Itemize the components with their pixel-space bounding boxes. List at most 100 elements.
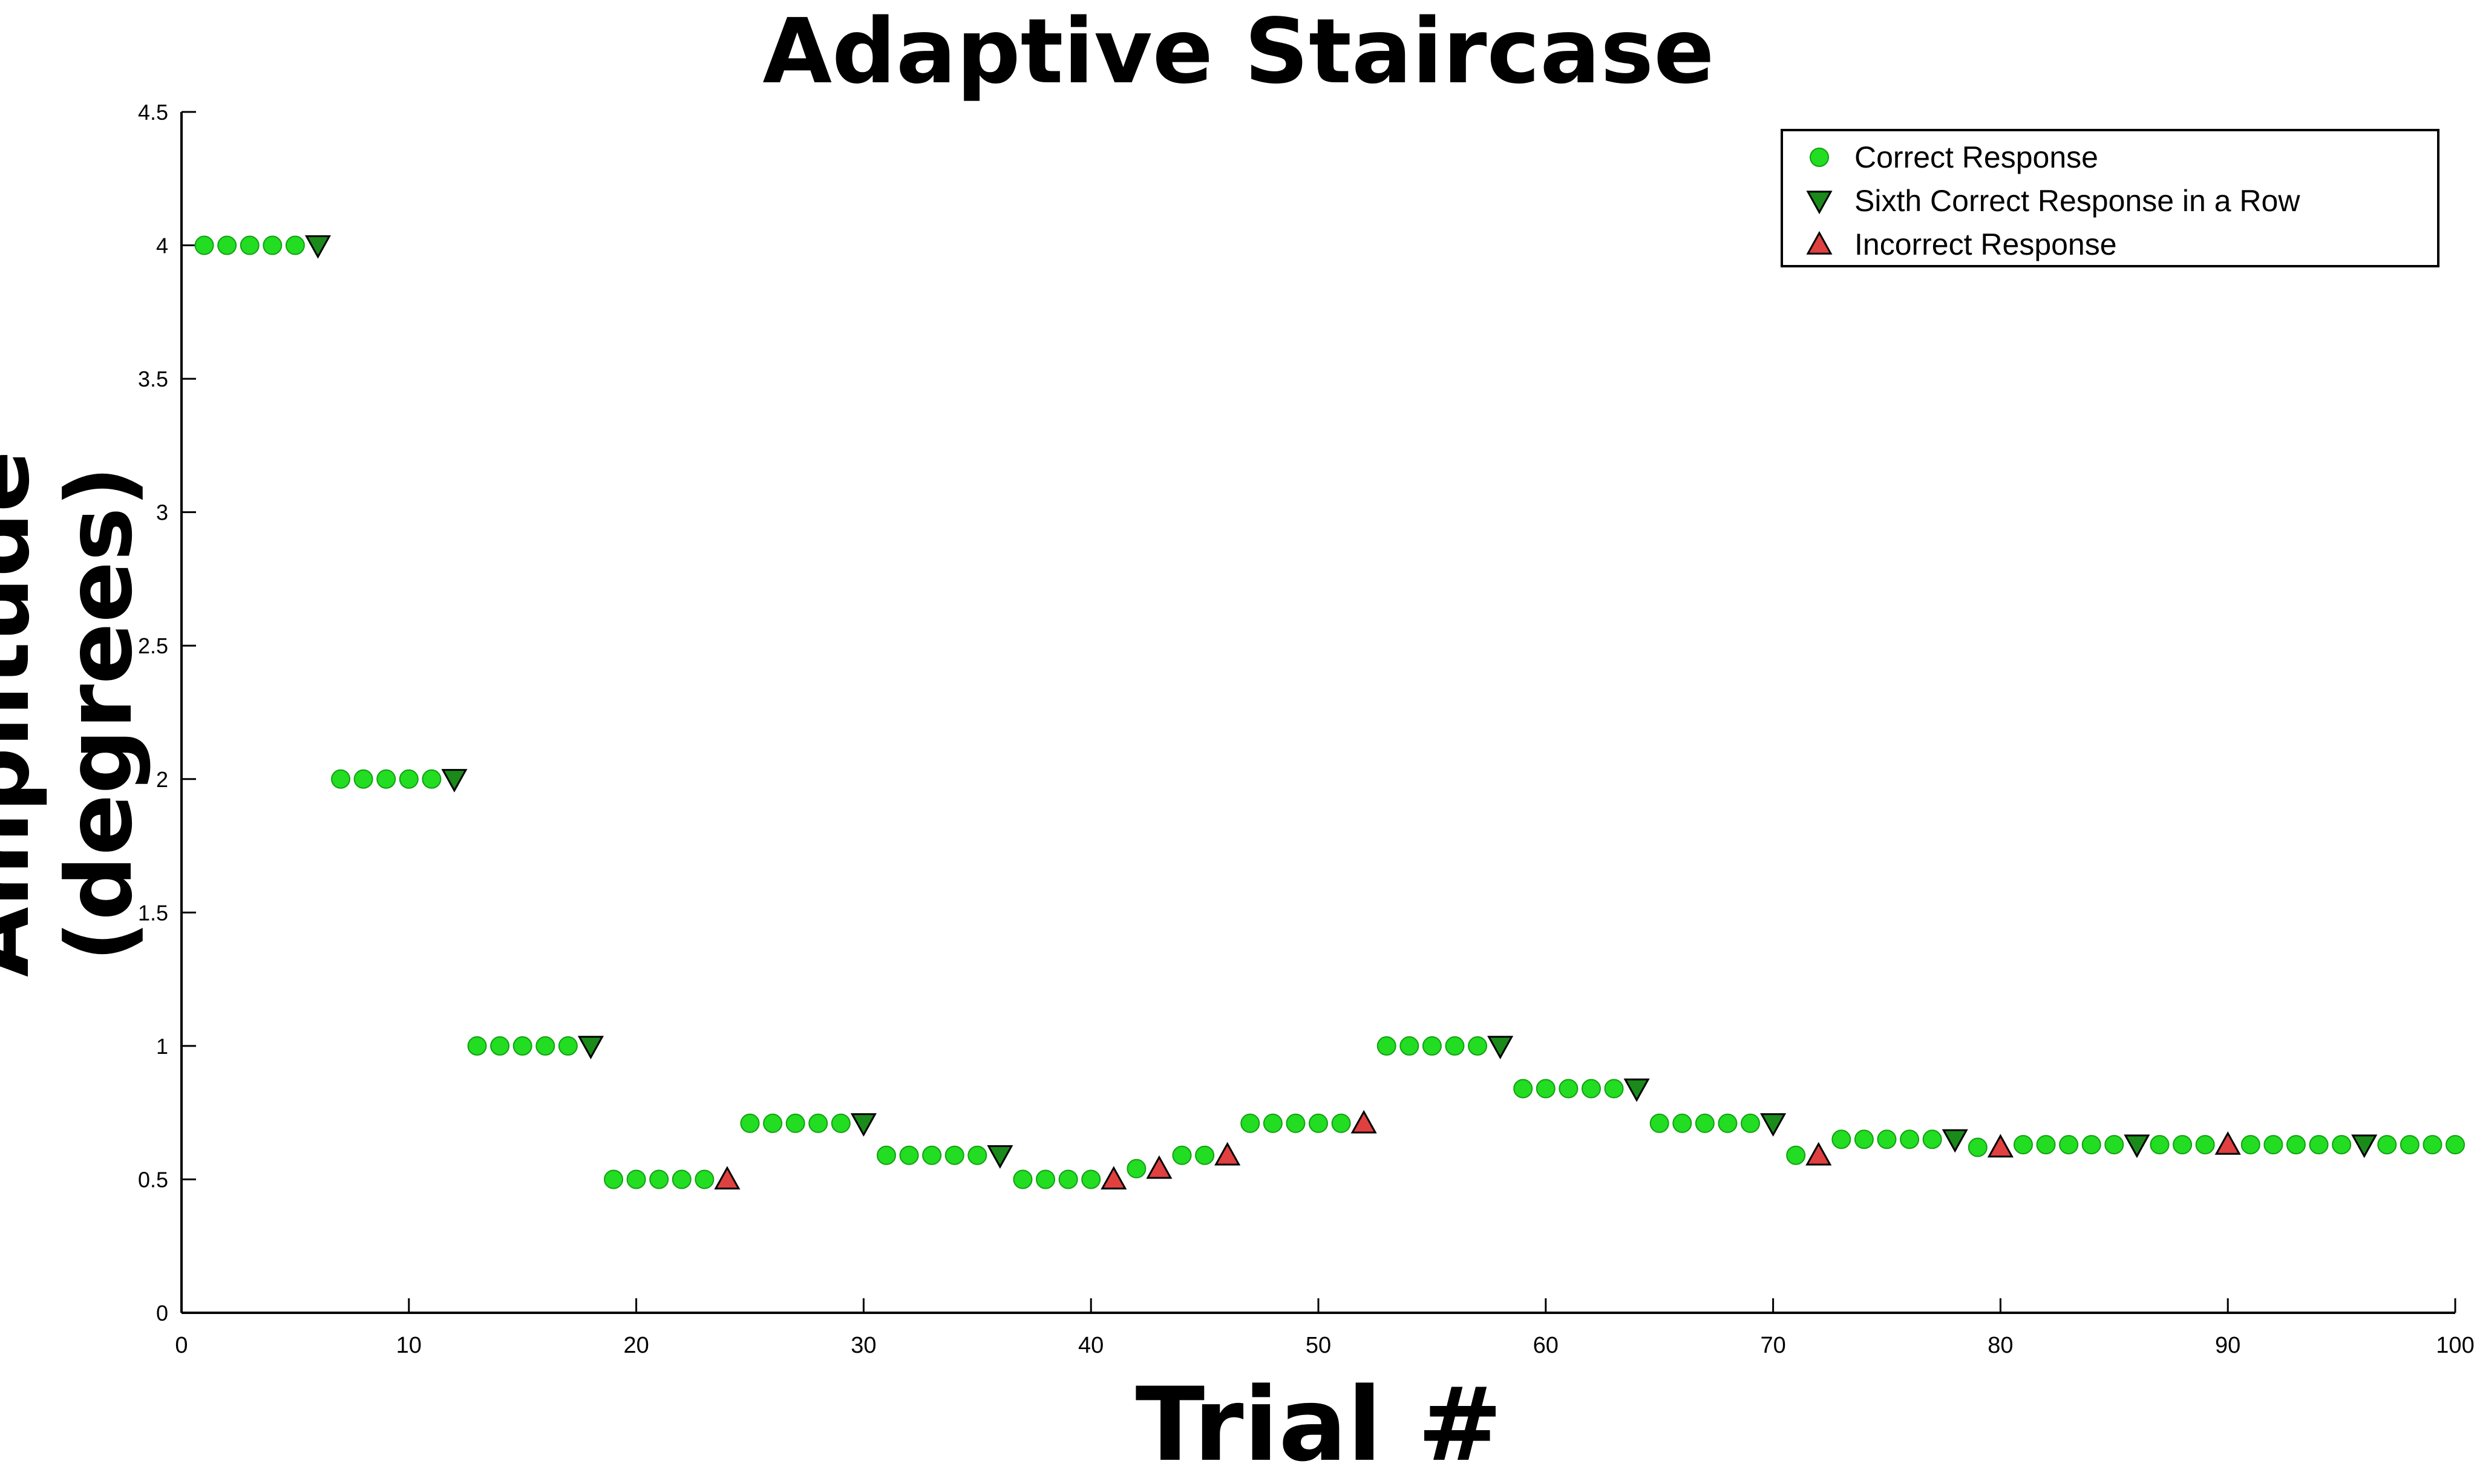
legend-marker xyxy=(1806,191,1833,215)
correct-response-point xyxy=(1741,1113,1761,1133)
x-tick-label: 90 xyxy=(2215,1333,2240,1358)
y-tick-label: 2.5 xyxy=(138,633,168,658)
x-tick-label: 20 xyxy=(623,1333,649,1358)
correct-response-point xyxy=(2377,1135,2397,1155)
correct-response-point xyxy=(1968,1137,1988,1157)
correct-response-point xyxy=(1036,1169,1056,1189)
correct-response-point xyxy=(1854,1129,1874,1149)
legend-entry-label: Incorrect Response xyxy=(1854,227,2117,261)
x-tick-label: 0 xyxy=(175,1333,188,1358)
correct-response-point xyxy=(1058,1169,1078,1189)
sixth-correct-point xyxy=(2124,1134,2150,1159)
correct-response-point xyxy=(331,769,351,789)
incorrect-response-point xyxy=(1214,1142,1241,1166)
sixth-correct-point xyxy=(441,769,468,793)
sixth-correct-point xyxy=(1942,1129,1968,1153)
correct-response-point xyxy=(604,1169,624,1189)
x-tick-label: 70 xyxy=(1760,1333,1785,1358)
correct-response-point xyxy=(467,1036,487,1056)
correct-response-point xyxy=(2446,1135,2465,1155)
legend-box xyxy=(1781,129,2439,267)
correct-response-point xyxy=(649,1169,669,1189)
correct-response-point xyxy=(695,1169,715,1189)
correct-response-point xyxy=(1263,1113,1283,1133)
correct-response-point xyxy=(2240,1135,2260,1155)
correct-response-point xyxy=(2173,1135,2193,1155)
correct-response-point xyxy=(1604,1079,1624,1099)
correct-response-point xyxy=(763,1113,783,1133)
correct-response-point xyxy=(217,235,237,255)
correct-response-point xyxy=(1900,1129,1920,1149)
y-tick-label: 1.5 xyxy=(138,900,168,925)
incorrect-response-point xyxy=(1805,1142,1832,1166)
x-tick-label: 40 xyxy=(1078,1333,1104,1358)
correct-response-point xyxy=(1081,1169,1101,1189)
y-axis-label: Amplitude (degrees) xyxy=(0,450,152,978)
correct-response-point xyxy=(194,235,214,255)
correct-response-point xyxy=(1286,1113,1306,1133)
x-tick-label: 60 xyxy=(1533,1333,1559,1358)
correct-response-point xyxy=(1195,1145,1215,1165)
correct-response-point xyxy=(558,1036,578,1056)
correct-response-point xyxy=(2150,1135,2170,1155)
correct-response-point xyxy=(422,769,442,789)
chart-title: Adaptive Staircase xyxy=(762,0,1715,103)
correct-response-point xyxy=(899,1145,919,1165)
correct-response-point xyxy=(967,1145,987,1165)
legend-entry-label: Correct Response xyxy=(1854,140,2098,174)
legend-entry-label: Sixth Correct Response in a Row xyxy=(1854,184,2300,218)
correct-response-point xyxy=(490,1036,510,1056)
x-axis-label: Trial # xyxy=(1135,1365,1503,1484)
correct-response-point xyxy=(285,235,305,255)
correct-response-point xyxy=(1013,1169,1033,1189)
correct-response-point xyxy=(808,1113,828,1133)
correct-response-point xyxy=(2013,1135,2033,1155)
incorrect-response-point xyxy=(1350,1110,1377,1134)
correct-response-point xyxy=(1445,1036,1465,1056)
incorrect-response-point xyxy=(714,1166,741,1190)
correct-response-point xyxy=(1536,1079,1556,1099)
y-tick-label: 0 xyxy=(156,1301,168,1325)
correct-response-point xyxy=(1786,1145,1806,1165)
x-tick-label: 30 xyxy=(851,1333,876,1358)
y-tick-label: 0.5 xyxy=(138,1167,168,1192)
sixth-correct-point xyxy=(1487,1036,1514,1059)
correct-response-point xyxy=(2400,1135,2420,1155)
correct-response-point xyxy=(1831,1129,1851,1149)
correct-response-point xyxy=(2286,1135,2306,1155)
correct-response-point xyxy=(240,235,260,255)
correct-response-point xyxy=(1718,1113,1738,1133)
sixth-correct-point xyxy=(577,1036,604,1059)
correct-response-point xyxy=(626,1169,646,1189)
x-tick-label: 50 xyxy=(1306,1333,1331,1358)
incorrect-response-point xyxy=(1987,1134,2014,1158)
correct-response-point xyxy=(944,1145,964,1165)
legend-marker xyxy=(1806,230,1833,255)
correct-response-point xyxy=(376,769,396,789)
correct-response-point xyxy=(2332,1135,2352,1155)
correct-response-point xyxy=(1422,1036,1442,1056)
y-tick-label: 4.5 xyxy=(138,100,168,125)
correct-response-point xyxy=(2036,1135,2056,1155)
correct-response-point xyxy=(512,1036,532,1056)
incorrect-response-point xyxy=(2214,1131,2241,1155)
correct-response-point xyxy=(2195,1135,2215,1155)
sixth-correct-point xyxy=(987,1145,1013,1169)
correct-response-point xyxy=(785,1113,805,1133)
sixth-correct-point xyxy=(2351,1134,2378,1159)
sixth-correct-point xyxy=(304,235,332,259)
correct-response-point xyxy=(263,235,283,255)
correct-response-point xyxy=(399,769,419,789)
y-tick-label: 1 xyxy=(156,1034,168,1059)
incorrect-response-point xyxy=(1101,1166,1127,1190)
correct-response-point xyxy=(1376,1036,1396,1056)
correct-response-point xyxy=(1513,1079,1533,1099)
correct-response-point xyxy=(1581,1079,1601,1099)
legend-marker xyxy=(1810,148,1829,167)
x-tick-label: 100 xyxy=(2436,1333,2474,1358)
y-tick-label: 3 xyxy=(156,500,168,525)
incorrect-response-point xyxy=(1146,1155,1173,1179)
x-tick-label: 10 xyxy=(396,1333,422,1358)
